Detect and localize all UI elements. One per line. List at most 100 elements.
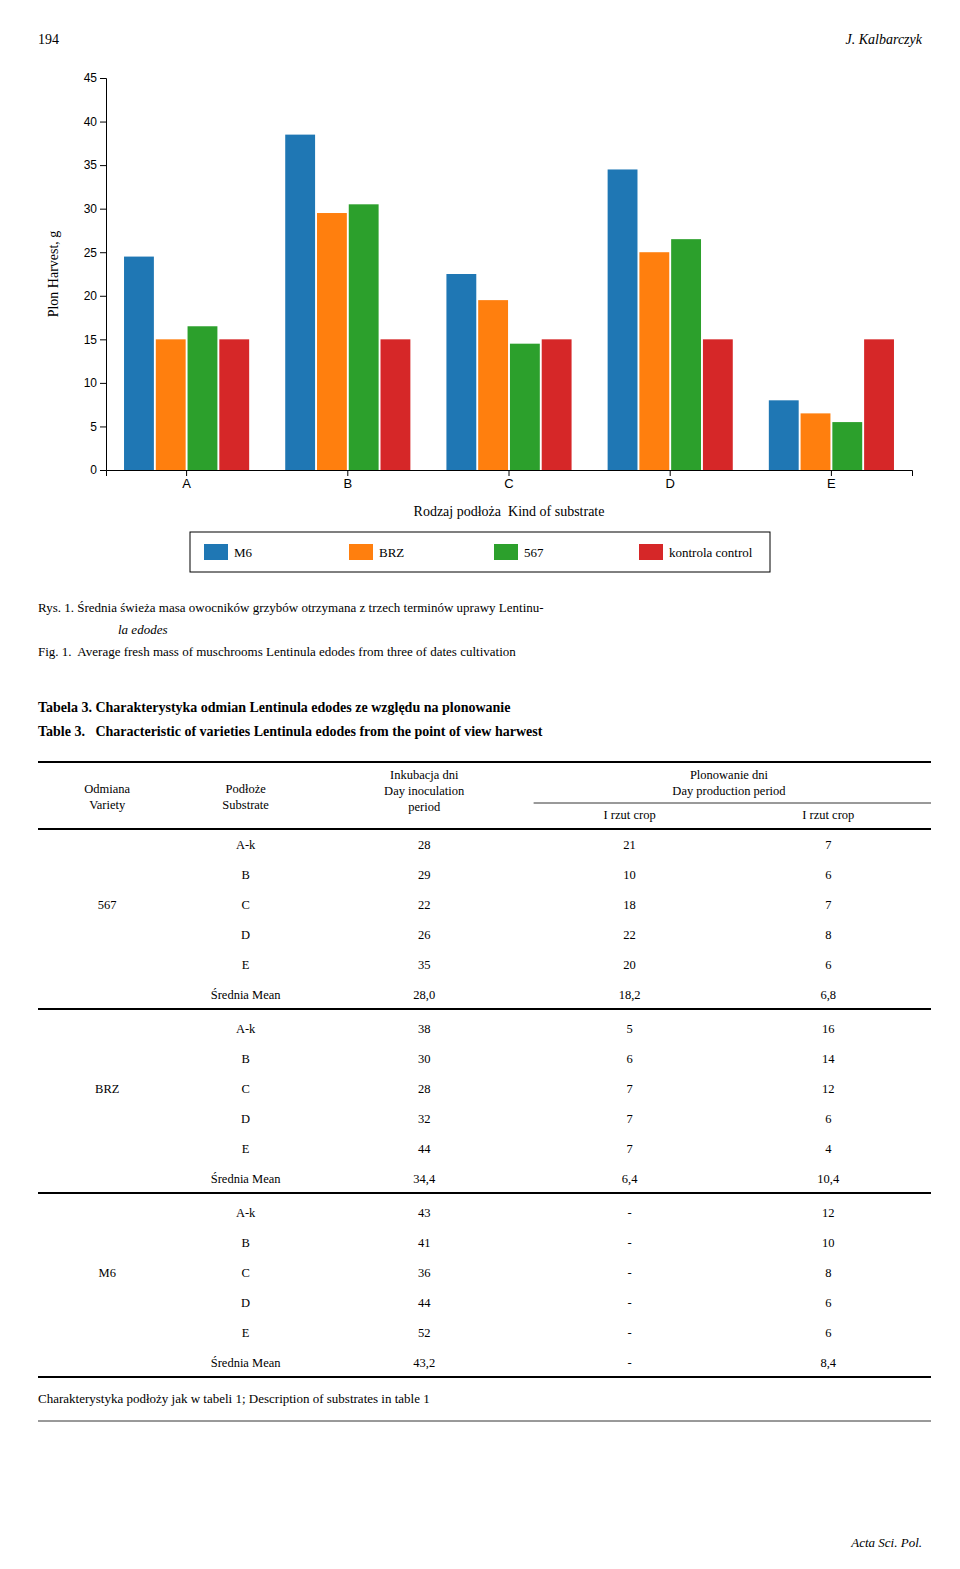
- tick-mark: [100, 252, 106, 253]
- footer-note: Charakterystyka podłoży jak w tabeli 1; …: [38, 1391, 430, 1406]
- table-cell: -: [628, 1266, 632, 1280]
- table-header: Odmiana: [84, 782, 130, 796]
- table-mean: 10,4: [817, 1172, 840, 1186]
- bar: [188, 326, 218, 470]
- x-tick: B: [343, 470, 352, 491]
- y-tick: 30: [84, 202, 106, 216]
- bar: [510, 344, 540, 470]
- x-tick-label: A: [182, 476, 191, 491]
- table-cell: C: [241, 898, 249, 912]
- y-tick: 40: [84, 115, 106, 129]
- table-cell: 32: [418, 1112, 431, 1126]
- table-cell: A-k: [236, 838, 256, 852]
- table-header: Plonowanie dni: [690, 768, 769, 782]
- bar: [317, 213, 347, 470]
- table-header: Podłoże: [225, 782, 266, 796]
- table-cell: 36: [418, 1266, 431, 1280]
- table-mean: 34,4: [413, 1172, 436, 1186]
- y-tick: 45: [84, 71, 106, 85]
- table-cell: 35: [418, 958, 431, 972]
- x-tick-label: D: [666, 476, 675, 491]
- table-cell: 21: [623, 838, 636, 852]
- bar: [381, 339, 411, 470]
- table-rule: [534, 803, 931, 804]
- table-cell: -: [628, 1326, 632, 1340]
- x-tick-label: C: [504, 476, 513, 491]
- caption: Rys. 1. Średnia świeża masa owocników gr…: [38, 600, 544, 615]
- legend-label: 567: [524, 545, 544, 560]
- table-cell: 8: [825, 1266, 831, 1280]
- y-tick: 10: [84, 376, 106, 390]
- table-mean: 18,2: [619, 988, 641, 1002]
- tick-mark: [100, 165, 106, 166]
- table-cell: 29: [418, 868, 431, 882]
- axis-line: [100, 79, 107, 471]
- x-tick: A: [182, 470, 191, 491]
- y-tick-label: 5: [90, 420, 97, 434]
- bar: [832, 422, 862, 470]
- table-cell: 44: [418, 1142, 431, 1156]
- table-cell: D: [241, 1112, 250, 1126]
- table-cell: 6: [825, 1296, 831, 1310]
- tick-mark: [831, 470, 832, 476]
- tick-mark: [347, 470, 348, 476]
- table-cell: C: [241, 1082, 249, 1096]
- table-cell: 6: [825, 868, 831, 882]
- y-tick-label: 45: [84, 71, 98, 85]
- y-axis: 051015202530354045: [84, 71, 107, 477]
- table-mean-label: Średnia Mean: [211, 1172, 282, 1186]
- y-tick-label: 0: [90, 463, 97, 477]
- table-rule: [38, 1192, 931, 1194]
- table-cell: C: [241, 1266, 249, 1280]
- y-tick-label: 30: [84, 202, 98, 216]
- table-cell: 26: [418, 928, 431, 942]
- bar: [285, 135, 315, 470]
- table-mean-label: Średnia Mean: [211, 1356, 282, 1370]
- table-variety: M6: [99, 1266, 116, 1280]
- table-cell: 5: [626, 1022, 632, 1036]
- legend-swatch: [349, 544, 373, 560]
- bar: [478, 300, 508, 470]
- tick-mark: [186, 470, 187, 476]
- table-cell: 7: [825, 898, 831, 912]
- legend-label: M6: [234, 545, 253, 560]
- table-cell: 10: [623, 868, 636, 882]
- caption: la edodes: [118, 622, 167, 637]
- table-header: I rzut crop: [604, 808, 656, 822]
- table-rule: [38, 828, 931, 830]
- y-tick: 15: [84, 333, 106, 347]
- bar: [219, 339, 249, 470]
- table-header: Day production period: [672, 784, 786, 798]
- table-cell: 8: [825, 928, 831, 942]
- bar: [446, 274, 476, 470]
- axis-line: [107, 471, 913, 477]
- table-cell: 6: [825, 1326, 831, 1340]
- bar: [864, 339, 894, 470]
- table-cell: E: [242, 958, 250, 972]
- y-tick: 35: [84, 158, 106, 172]
- table-cell: 30: [418, 1052, 431, 1066]
- table-mean: 6,8: [820, 988, 836, 1002]
- y-tick-label: 10: [84, 376, 98, 390]
- bar-series: [188, 204, 863, 470]
- bar: [349, 204, 379, 470]
- table-cell: -: [628, 1296, 632, 1310]
- table-cell: 52: [418, 1326, 431, 1340]
- y-tick-label: 15: [84, 333, 98, 347]
- table-mean-label: Średnia Mean: [211, 988, 282, 1002]
- legend: M6BRZ567kontrola control: [190, 532, 770, 572]
- table-cell: B: [241, 868, 249, 882]
- table-cell: 14: [822, 1052, 835, 1066]
- table-cell: 16: [822, 1022, 835, 1036]
- table-cell: 43: [418, 1206, 431, 1220]
- legend-swatch: [494, 544, 518, 560]
- y-tick-label: 35: [84, 158, 98, 172]
- bar: [124, 257, 154, 470]
- table-cell: 28: [418, 838, 431, 852]
- table-cell: A-k: [236, 1022, 256, 1036]
- table-cell: 12: [822, 1082, 835, 1096]
- tick-mark: [100, 339, 106, 340]
- bar: [608, 169, 638, 470]
- page: 194J. KalbarczykABCDE051015202530354045P…: [0, 0, 960, 1569]
- bar-series: [219, 339, 894, 470]
